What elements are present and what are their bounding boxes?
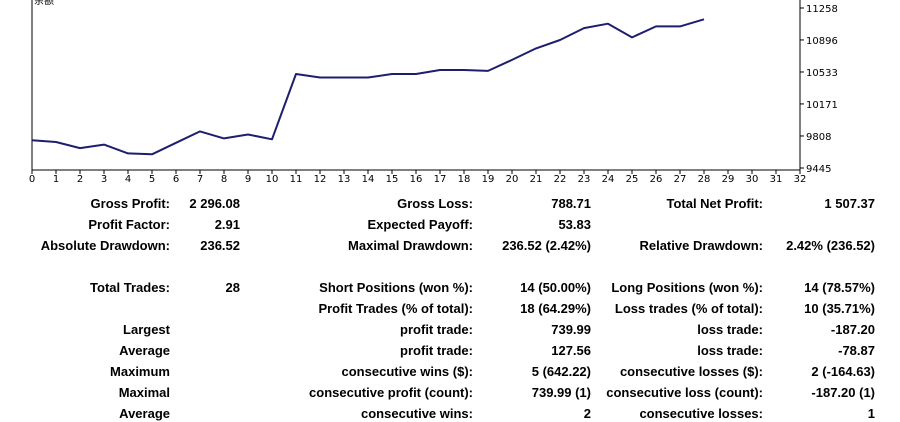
x-tick-label: 17	[434, 174, 447, 185]
avg-consecutive-losses-value: 1	[867, 406, 875, 421]
maximal-consecutive-profit-label: consecutive profit (count):	[309, 385, 473, 400]
relative-drawdown-value: 2.42% (236.52)	[786, 238, 875, 253]
loss-trades-value: 10 (35.71%)	[804, 301, 875, 316]
x-tick-label: 28	[698, 174, 711, 185]
x-tick-label: 14	[362, 174, 375, 185]
largest-label: Largest	[123, 322, 170, 337]
total-trades-label: Total Trades:	[90, 280, 170, 295]
average-profit-trade-value: 127.56	[551, 343, 591, 358]
gross-profit-label: Gross Profit:	[90, 196, 170, 211]
x-tick-label: 8	[221, 174, 227, 185]
average-profit-trade-label: profit trade:	[400, 343, 473, 358]
equity-chart: 0 1 2 3 4 5 6 7 8 9 10 11 12 13 14 15 16 17 18 19 20 21 22 23 24…	[0, 0, 900, 190]
total-net-profit-label: Total Net Profit:	[666, 196, 763, 211]
profit-trades-label: Profit Trades (% of total):	[318, 301, 473, 316]
x-tick-label: 22	[554, 174, 567, 185]
maximal-label: Maximal	[118, 385, 170, 400]
x-tick-label: 13	[338, 174, 351, 185]
x-tick-label: 9	[245, 174, 251, 185]
maximal-consecutive-loss-value: -187.20 (1)	[811, 385, 875, 400]
gross-loss-label: Gross Loss:	[397, 196, 473, 211]
x-tick-label: 23	[578, 174, 591, 185]
x-tick-label: 20	[506, 174, 519, 185]
x-tick-label: 19	[482, 174, 495, 185]
balance-line	[31, 18, 705, 156]
x-tick-label: 24	[602, 174, 615, 185]
x-tick-label: 11	[290, 174, 303, 185]
x-tick-label: 25	[626, 174, 639, 185]
x-tick-label: 0	[29, 174, 35, 185]
chart-corner-label: 余额	[34, 0, 54, 7]
x-tick-label: 21	[530, 174, 543, 185]
largest-profit-trade-value: 739.99	[551, 322, 591, 337]
max-consecutive-wins-label: consecutive wins ($):	[341, 364, 473, 379]
expected-payoff-value: 53.83	[558, 217, 591, 232]
x-tick-label: 15	[386, 174, 399, 185]
x-tick-label: 5	[149, 174, 155, 185]
max-consecutive-losses-value: 2 (-164.63)	[811, 364, 875, 379]
maximal-consecutive-profit-value: 739.99 (1)	[531, 385, 591, 400]
x-tick-label: 31	[770, 174, 783, 185]
average-consecutive-label: Average	[119, 406, 170, 421]
chart-series-layer	[31, 18, 705, 156]
gross-loss-value: 788.71	[551, 196, 591, 211]
profit-factor-value: 2.91	[214, 217, 240, 232]
x-tick-label: 30	[746, 174, 759, 185]
x-tick-label: 29	[722, 174, 735, 185]
average-label: Average	[119, 343, 170, 358]
relative-drawdown-label: Relative Drawdown:	[639, 238, 763, 253]
y-tick-label: 10171	[806, 100, 838, 111]
largest-profit-trade-label: profit trade:	[400, 322, 473, 337]
largest-loss-trade-label: loss trade:	[697, 322, 763, 337]
x-tick-label: 1	[53, 174, 59, 185]
x-tick-label: 2	[77, 174, 83, 185]
x-tick-label: 10	[266, 174, 279, 185]
maximal-drawdown-value: 236.52 (2.42%)	[502, 238, 591, 253]
x-tick-label: 18	[458, 174, 471, 185]
y-tick-label: 10533	[806, 68, 838, 79]
x-tick-label: 7	[197, 174, 203, 185]
expected-payoff-label: Expected Payoff:	[367, 217, 473, 232]
short-positions-value: 14 (50.00%)	[520, 280, 591, 295]
x-tick-label: 16	[410, 174, 423, 185]
largest-loss-trade-value: -187.20	[830, 322, 875, 337]
maximal-drawdown-label: Maximal Drawdown:	[348, 238, 473, 253]
y-tick-label: 9808	[806, 132, 831, 143]
average-loss-trade-label: loss trade:	[697, 343, 763, 358]
x-axis-ticks: 0 1 2 3 4 5 6 7 8 9 10 11 12 13 14 15 16 17 18 19 20 21 22 23 24…	[29, 170, 807, 185]
total-trades-value: 28	[225, 280, 240, 295]
equity-chart-svg: 0 1 2 3 4 5 6 7 8 9 10 11 12 13 14 15 16 17 18 19 20 21 22 23 24…	[29, 0, 838, 185]
long-positions-value: 14 (78.57%)	[804, 280, 875, 295]
avg-consecutive-losses-label: consecutive losses:	[639, 406, 763, 421]
y-axis-ticks: 11258 10896 10533 10171 9808 9445	[800, 4, 838, 175]
max-consecutive-losses-label: consecutive losses ($):	[619, 364, 763, 379]
x-tick-label: 6	[173, 174, 179, 185]
y-tick-label: 10896	[806, 36, 838, 47]
y-tick-label: 9445	[806, 164, 831, 175]
profit-factor-label: Profit Factor:	[88, 217, 170, 232]
x-tick-label: 27	[674, 174, 687, 185]
x-tick-label: 26	[650, 174, 663, 185]
profit-trades-value: 18 (64.29%)	[520, 301, 591, 316]
y-tick-label: 11258	[806, 4, 838, 15]
absolute-drawdown-label: Absolute Drawdown:	[40, 238, 170, 253]
gross-profit-value: 2 296.08	[189, 196, 240, 211]
long-positions-label: Long Positions (won %):	[611, 280, 763, 295]
loss-trades-label: Loss trades (% of total):	[614, 301, 763, 316]
x-tick-label: 12	[314, 174, 327, 185]
max-consecutive-wins-value: 5 (642.22)	[531, 364, 591, 379]
x-tick-label: 32	[794, 174, 807, 185]
absolute-drawdown-value: 236.52	[200, 238, 240, 253]
maximum-label: Maximum	[110, 364, 170, 379]
x-tick-label: 3	[101, 174, 107, 185]
x-tick-label: 4	[125, 174, 131, 185]
maximal-consecutive-loss-label: consecutive loss (count):	[606, 385, 763, 400]
backtest-report: Gross Profit: 2 296.08 Gross Loss: 788.7…	[0, 192, 900, 421]
avg-consecutive-wins-value: 2	[583, 406, 591, 421]
average-loss-trade-value: -78.87	[838, 343, 875, 358]
avg-consecutive-wins-label: consecutive wins:	[361, 406, 473, 421]
total-net-profit-value: 1 507.37	[824, 196, 875, 211]
short-positions-label: Short Positions (won %):	[319, 280, 473, 295]
